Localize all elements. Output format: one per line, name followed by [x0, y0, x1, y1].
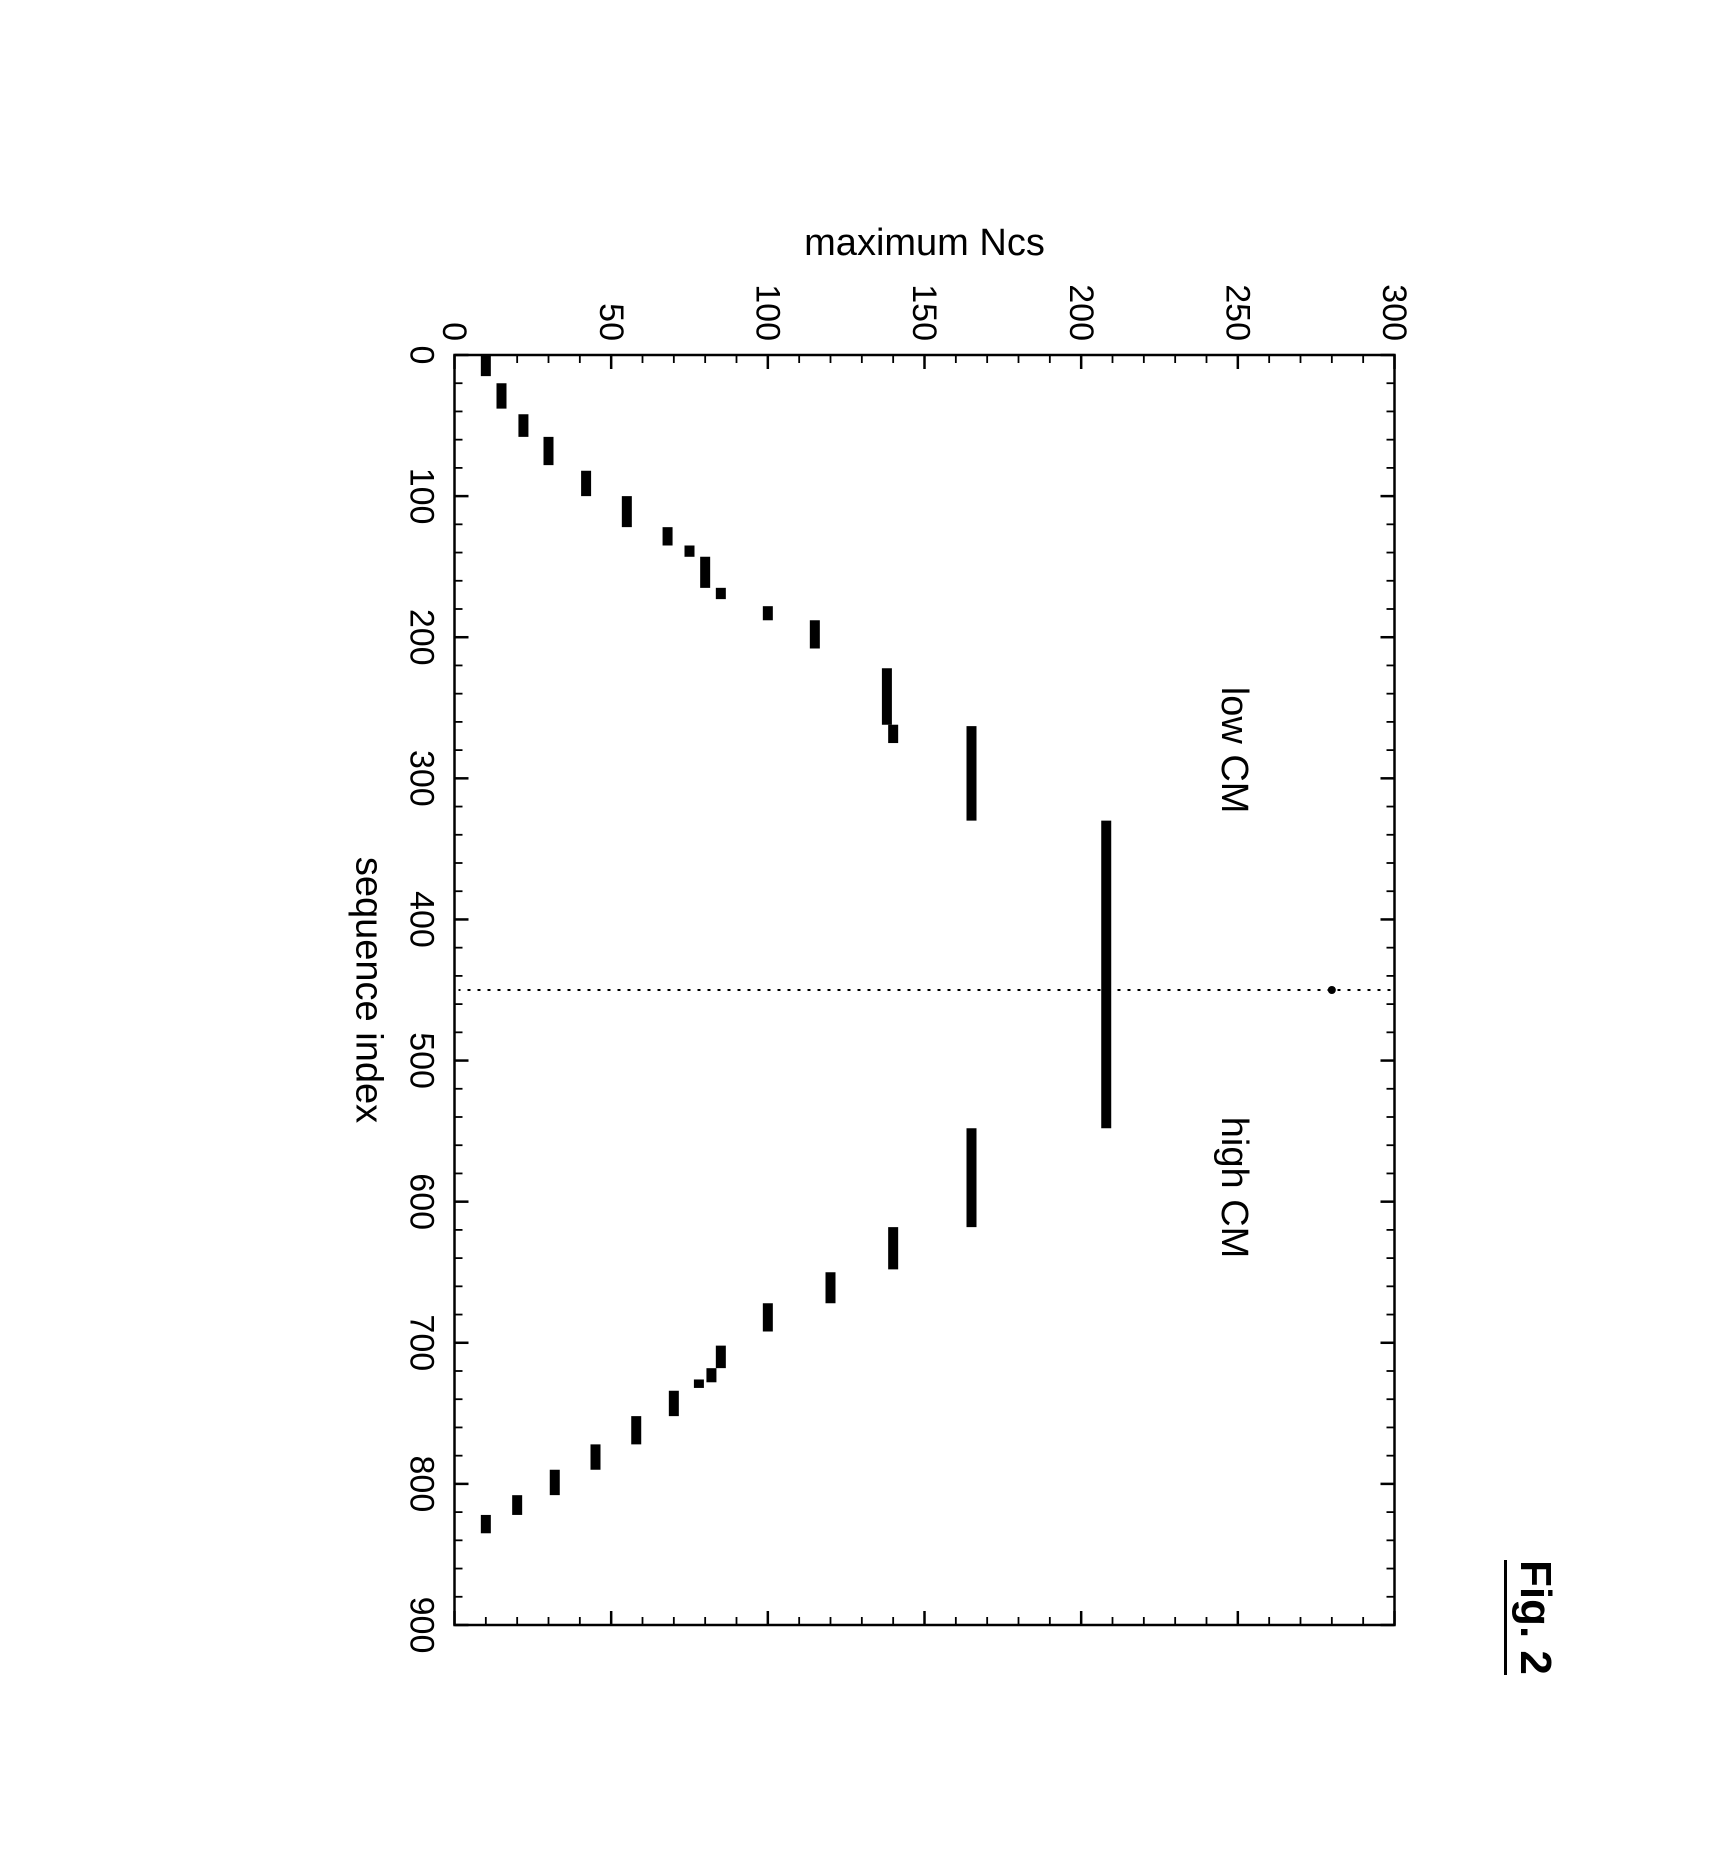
y-tick-label: 100: [749, 284, 787, 341]
x-tick-label: 500: [403, 1032, 441, 1089]
y-tick-label: 0: [435, 322, 473, 341]
x-tick-label: 300: [403, 750, 441, 807]
x-axis-label: sequence index: [348, 857, 390, 1123]
y-tick-label: 250: [1219, 284, 1257, 341]
figure-label: Fig. 2: [1510, 1560, 1560, 1675]
x-tick-label: 100: [403, 468, 441, 525]
y-tick-label: 300: [1375, 284, 1413, 341]
x-tick-label: 0: [403, 346, 441, 365]
y-tick-label: 200: [1062, 284, 1100, 341]
y-tick-label: 150: [905, 284, 943, 341]
x-tick-label: 200: [403, 609, 441, 666]
plot-frame: [455, 355, 1395, 1625]
x-tick-label: 900: [403, 1597, 441, 1654]
x-tick-label: 800: [403, 1456, 441, 1513]
y-axis-label: maximum Ncs: [804, 222, 1045, 264]
y-tick-label: 50: [592, 303, 630, 341]
marker-point: [1328, 986, 1336, 994]
annotation-label: low CM: [1213, 687, 1255, 814]
annotation-label: high CM: [1213, 1117, 1255, 1259]
chart-container: 0 100 200 300 400 500 600 700 800 900 0 50 100 150 200…: [310, 205, 1415, 1655]
x-tick-label: 700: [403, 1314, 441, 1371]
x-tick-label: 400: [403, 891, 441, 948]
figure-label-text: Fig. 2: [1504, 1560, 1560, 1675]
x-tick-label: 600: [403, 1173, 441, 1230]
scatter-chart: 0 100 200 300 400 500 600 700 800 900 0 50 100 150 200…: [315, 205, 1415, 1655]
